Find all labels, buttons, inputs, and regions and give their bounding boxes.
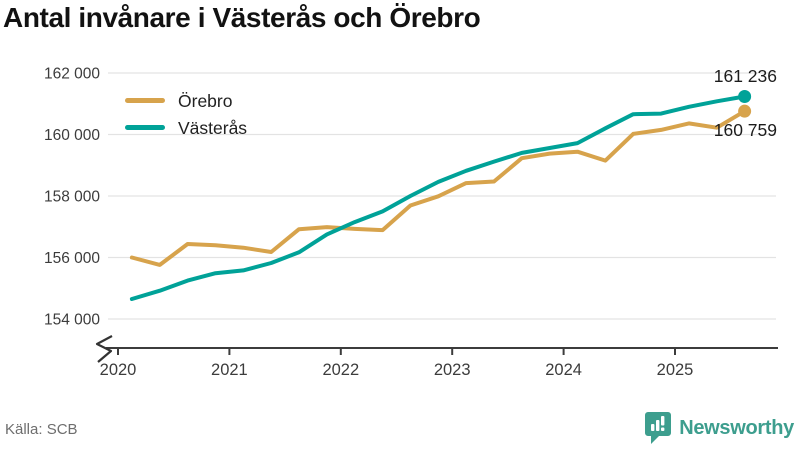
end-value-label-vasteras: 161 236: [714, 66, 777, 86]
x-axis-tick-label: 2021: [211, 361, 248, 379]
end-value-label-orebro: 160 759: [714, 120, 777, 140]
x-axis: 2020 2021 2022 2023 2024 2025: [95, 335, 778, 379]
source-label: Källa: SCB: [5, 421, 78, 438]
legend: Örebro Västerås: [125, 91, 247, 138]
y-axis-tick-label: 156 000: [44, 250, 100, 267]
series-line-orebro: [129, 109, 747, 267]
legend-label-vasteras: Västerås: [178, 118, 247, 138]
chart-footer: Källa: SCB Newsworthy: [0, 408, 800, 450]
x-axis-tick-label: 2022: [322, 361, 359, 379]
x-axis-tick-label: 2020: [100, 361, 137, 379]
x-axis-tick-label: 2025: [657, 361, 694, 379]
legend-swatch-vasteras: [125, 125, 165, 130]
series-lines: [129, 89, 752, 301]
newsworthy-logo-icon: [645, 412, 672, 444]
y-axis-tick-label: 162 000: [44, 66, 100, 83]
end-dot-vasteras: [738, 89, 752, 103]
brand-logo: Newsworthy: [645, 411, 794, 445]
y-axis-tick-label: 160 000: [44, 127, 100, 144]
y-axis-tick-label: 158 000: [44, 189, 100, 206]
x-axis-tick-label: 2024: [545, 361, 582, 379]
y-axis-labels: 162 000 160 000 158 000 156 000 154 000: [44, 66, 100, 329]
end-dot-orebro: [738, 104, 752, 118]
x-axis-tick-label: 2023: [434, 361, 471, 379]
legend-swatch-orebro: [125, 98, 165, 103]
y-axis-break-icon: [95, 335, 113, 363]
chart-title: Antal invånare i Västerås och Örebro: [3, 2, 481, 33]
end-value-labels: 161 236 160 759: [714, 66, 777, 140]
legend-label-orebro: Örebro: [178, 91, 232, 111]
y-axis-tick-label: 154 000: [44, 312, 100, 329]
brand-name: Newsworthy: [679, 416, 794, 439]
series-line-vasteras: [129, 94, 747, 301]
